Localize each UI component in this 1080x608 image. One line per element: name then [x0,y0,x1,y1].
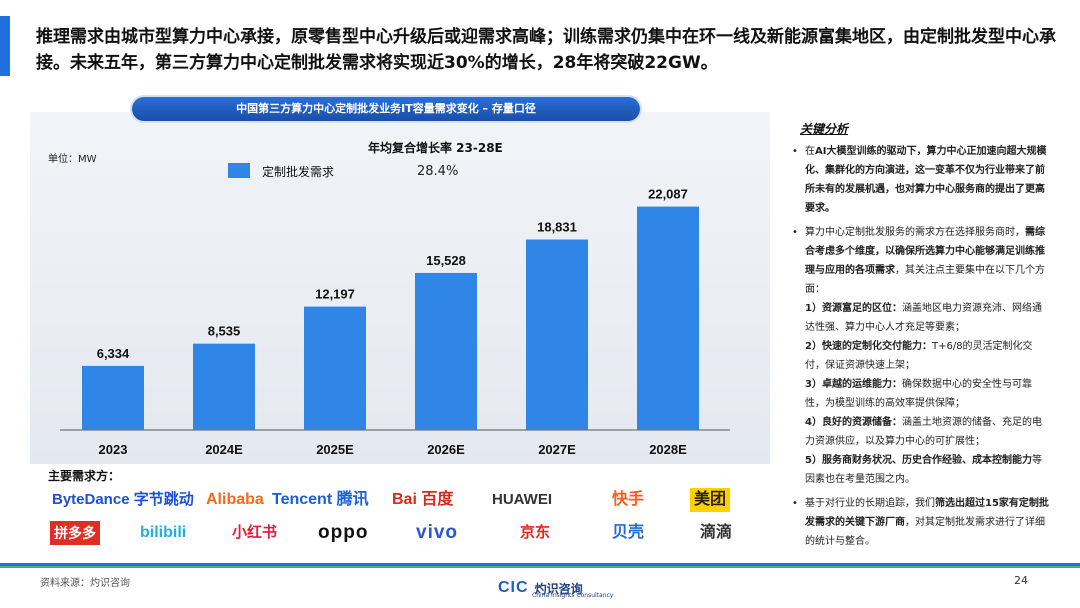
bar-2024E [193,343,255,430]
page-number: 24 [1014,574,1028,587]
factor-item: 4）良好的资源储备：涵盖土地资源的储备、充足的电力资源供应，以及算力中心的可扩展… [805,417,1042,447]
cic-logo-subtitle: China Insights Consultancy [532,592,614,599]
data-label-2023: 6,334 [97,346,130,361]
logo-alibaba: Alibaba [206,491,264,508]
data-label-2024E: 8,535 [208,324,241,339]
logo-didi: 滴滴 [700,524,733,541]
logo-oppo: oppo [318,522,369,543]
analysis-point-3: 基于对行业的长期追踪，我们筛选出超过15家有定制批发需求的关键下游厂商，对其定制… [788,494,1050,551]
logo-bilibili: bilibili [140,524,187,541]
footer-divider [0,563,1080,566]
customers-label: 主要需求方： [48,469,121,483]
bar-chart: 6,334 2023 8,535 2024E 12,197 2025E 15,528 2026… [60,187,730,457]
logo-baidu: Bai 百度 [392,491,454,508]
footer-logo: CIC 灼识咨询 China Insights Consultancy [498,577,613,599]
page-headline: 推理需求由城市型算力中心承接，原零售型中心升级后或迎需求高峰；训练需求仍集中在环… [36,27,1056,73]
bar-2023 [82,365,144,430]
side-analysis-list: 在AI大模型训练的驱动下，算力中心正加速向超大规模化、集群化的方向演进，这一变革… [788,142,1050,556]
side-panel-title: 关键分析 [800,122,849,136]
logo-xiaohongshu: 小红书 [232,524,278,541]
logo-huawei: HUAWEI [492,491,552,508]
logo-pinduoduo: 拼多多 [50,521,100,545]
analysis-point-2: 算力中心定制批发服务的需求方在选择服务商时，需综合考虑多个维度，以确保所选算力中… [788,223,1050,489]
logo-jd: 京东 [520,524,551,541]
source-note: 资料来源：灼识咨询 [40,578,130,589]
logo-bytedance: ByteDance 字节跳动 [52,491,194,508]
factor-item: 1）资源富足的区位：涵盖地区电力资源充沛、网络通达性强、算力中心人才充足等要素； [805,303,1042,333]
logo-kuaishou: 快手 [612,491,645,508]
accent-bar [0,16,10,76]
x-tick-2025E: 2025E [316,442,354,457]
footer-divider-accent [0,566,1080,568]
unit-label: 单位：MW [48,154,97,165]
cic-logo-mark: CIC [498,579,529,596]
factor-item: 2）快速的定制化交付能力：T+6/8的灵活定制化交付，保证资源快速上架； [805,341,1033,371]
bar-2027E [526,239,588,430]
bar-2025E [304,306,366,430]
bar-2026E [415,272,477,430]
legend-swatch [228,163,250,178]
data-label-2027E: 18,831 [537,220,577,235]
cagr-title: 年均复合增长率 23-28E [368,141,503,155]
x-tick-2023: 2023 [99,442,128,457]
data-label-2026E: 15,528 [426,253,466,268]
cagr-value: 28.4% [417,164,459,179]
legend-label: 定制批发需求 [262,165,335,179]
x-tick-2028E: 2028E [649,442,687,457]
x-tick-2024E: 2024E [205,442,243,457]
chart-title: 中国第三方算力中心定制批发业务IT容量需求变化 – 存量口径 [132,97,640,121]
factor-item: 3）卓越的运维能力：确保数据中心的安全性与可靠性，为模型训练的高效率提供保障； [805,379,1032,409]
bar-2028E [637,206,699,430]
data-label-2028E: 22,087 [648,187,688,202]
x-tick-2026E: 2026E [427,442,465,457]
factor-item: 5）服务商财务状况、历史合作经验、成本控制能力等因素也在考量范围之内。 [805,455,1042,485]
logo-beike: 贝壳 [612,524,645,541]
analysis-point-1: 在AI大模型训练的驱动下，算力中心正加速向超大规模化、集群化的方向演进，这一变革… [788,142,1050,218]
logo-meituan: 美团 [690,488,731,512]
data-label-2025E: 12,197 [315,287,355,302]
logo-vivo: vivo [416,522,459,543]
logo-tencent: Tencent 腾讯 [272,491,369,508]
cic-logo-name: 灼识咨询 [534,581,583,596]
x-tick-2027E: 2027E [538,442,576,457]
chart-area: 6,334 2023 8,535 2024E 12,197 2025E 15,528 2026… [30,112,770,464]
